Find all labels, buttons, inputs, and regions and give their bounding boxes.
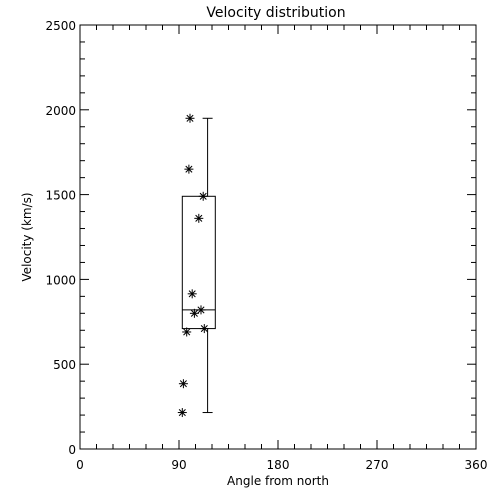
data-point <box>187 289 197 299</box>
y-tick-label: 1000 <box>45 273 76 287</box>
data-point-stroke <box>195 214 203 222</box>
data-point-stroke <box>197 306 205 314</box>
y-tick-label: 500 <box>53 358 76 372</box>
y-tick-label: 0 <box>68 443 76 457</box>
data-point <box>182 327 192 337</box>
y-tick-label: 1500 <box>45 189 76 203</box>
x-axis: 0 90 180 270 360 <box>76 25 487 472</box>
x-tick-label: 90 <box>171 458 186 472</box>
y-axis: 0 500 1000 1500 2000 2500 <box>45 19 476 457</box>
data-point <box>198 191 208 201</box>
data-point-stroke <box>199 192 207 200</box>
y-tick-label: 2500 <box>45 19 76 33</box>
data-point-stroke <box>185 165 193 173</box>
data-point <box>189 308 199 318</box>
data-point-stroke <box>200 325 208 333</box>
data-point-stroke <box>179 380 187 388</box>
x-tick-label: 360 <box>465 458 488 472</box>
data-points <box>177 113 209 418</box>
x-axis-label: Angle from north <box>227 474 329 488</box>
x-tick-label: 270 <box>366 458 389 472</box>
x-tick-label: 0 <box>76 458 84 472</box>
data-point <box>177 408 187 418</box>
data-point <box>185 113 195 123</box>
data-point <box>199 324 209 334</box>
data-point <box>184 164 194 174</box>
data-point <box>194 213 204 223</box>
data-point-stroke <box>190 309 198 317</box>
chart-title: Velocity distribution <box>206 5 345 21</box>
data-point <box>196 305 206 315</box>
data-point-stroke <box>186 114 194 122</box>
data-point-stroke <box>183 328 191 336</box>
y-tick-label: 2000 <box>45 104 76 118</box>
data-point-stroke <box>188 290 196 298</box>
x-tick-label: 180 <box>267 458 290 472</box>
data-point <box>178 379 188 389</box>
data-point-stroke <box>178 409 186 417</box>
y-axis-label: Velocity (km/s) <box>20 192 34 281</box>
